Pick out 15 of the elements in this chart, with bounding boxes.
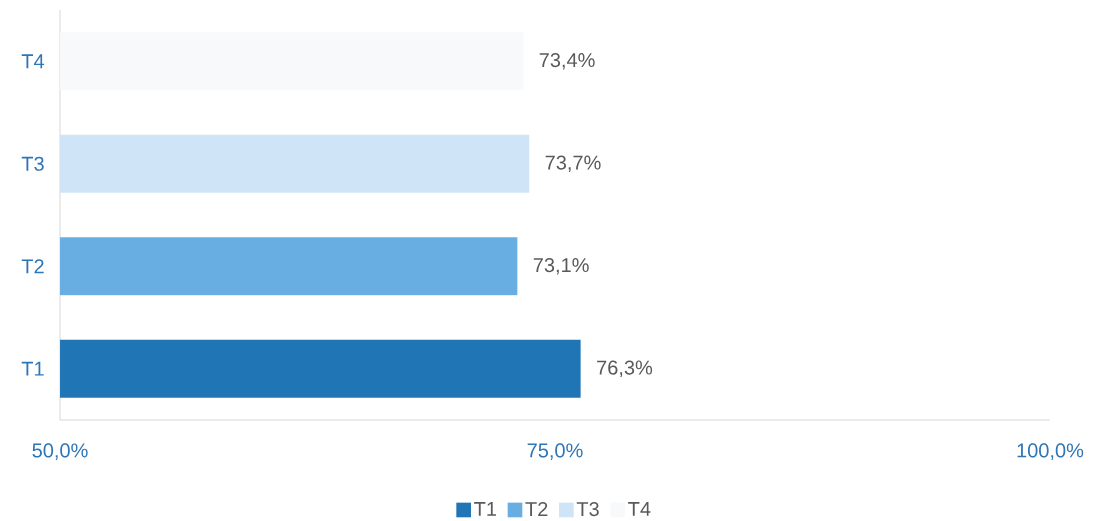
data-label: 73,7% xyxy=(545,155,601,172)
legend-label: T4 xyxy=(628,502,651,516)
legend-label: T1 xyxy=(474,502,497,516)
y-tick-label: T2 xyxy=(21,259,44,274)
data-label: 73,4% xyxy=(539,52,595,70)
x-tick-label: 50,0% xyxy=(32,443,88,460)
x-tick-label: 75,0% xyxy=(527,443,583,460)
legend-label: T2 xyxy=(525,501,548,516)
y-tick-label: T4 xyxy=(21,54,45,69)
legend-label: T3 xyxy=(576,501,599,517)
x-tick-label: 100,0% xyxy=(1017,443,1084,460)
data-label: 76,3% xyxy=(597,360,653,377)
y-tick-label: T1 xyxy=(21,361,44,376)
data-label: 73,1% xyxy=(533,257,589,275)
y-tick-label: T3 xyxy=(21,156,44,171)
